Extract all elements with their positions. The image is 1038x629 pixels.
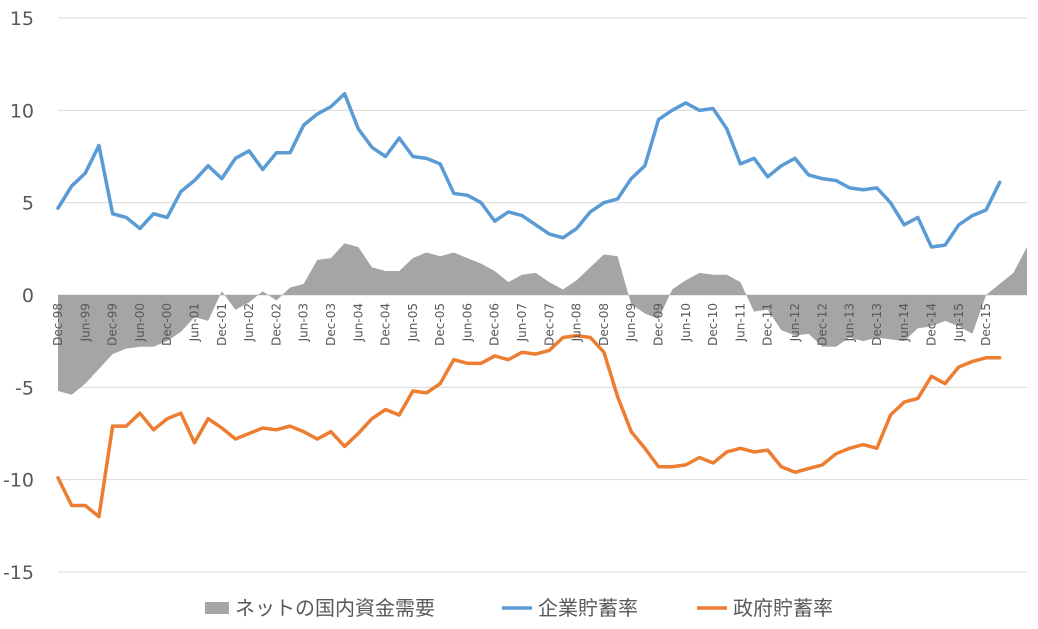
x-tick-label: Dec-98 [51,303,65,346]
x-tick-label: Jun-03 [297,303,311,342]
series-line-2 [56,333,1002,519]
legend-label: ネットの国内資金需要 [235,596,435,620]
x-tick-label: Dec-05 [433,303,447,346]
x-tick-label: Jun-11 [733,303,747,342]
x-axis-tick-labels: Dec-98 Jun-99 Dec-99 Jun-00 Dec-00 Jun-01 Dec-… [51,303,993,346]
x-tick-label: Jun-05 [406,303,420,342]
y-tick-label: 0 [22,285,34,307]
x-tick-label: Dec-07 [542,303,556,346]
x-tick-label: Dec-12 [815,303,829,346]
x-tick-label: Jun-12 [788,303,802,342]
x-tick-label: Jun-08 [570,303,584,342]
x-tick-label: Jun-14 [897,303,911,342]
x-tick-label: Dec-14 [924,303,938,346]
series-line-1 [56,91,1002,249]
y-tick-label: 15 [10,8,34,30]
x-tick-label: Jun-99 [78,303,92,342]
x-tick-label: Jun-07 [515,303,529,342]
series-layer [56,91,1027,519]
x-tick-label: Dec-15 [979,303,993,346]
x-tick-label: Dec-09 [652,303,666,346]
legend-swatch [205,602,229,614]
x-tick-label: Dec-01 [215,303,229,346]
y-tick-label: 5 [22,193,34,215]
legend-label: 政府貯蓄率 [733,596,833,620]
y-axis-tick-labels: 15 10 5 0 -5 -10 -15 [3,8,34,584]
x-tick-label: Dec-11 [761,303,775,346]
x-tick-label: Dec-06 [488,303,502,346]
x-tick-label: Jun-15 [952,303,966,342]
x-tick-label: Dec-13 [870,303,884,346]
y-tick-label: -15 [3,562,34,584]
x-tick-label: Jun-00 [133,303,147,342]
y-tick-label: -5 [15,377,34,399]
x-tick-label: Jun-13 [843,303,857,342]
x-tick-label: Jun-04 [351,303,365,342]
x-tick-label: Jun-01 [187,303,201,342]
legend: ネットの国内資金需要 企業貯蓄率 政府貯蓄率 [205,596,833,620]
x-tick-label: Dec-03 [324,303,338,346]
x-tick-label: Dec-08 [597,303,611,346]
legend-label: 企業貯蓄率 [538,596,638,620]
x-tick-label: Dec-00 [160,303,174,346]
x-tick-label: Jun-02 [242,303,256,342]
y-tick-label: -10 [3,470,34,492]
x-tick-label: Jun-09 [624,303,638,342]
x-tick-label: Dec-02 [269,303,283,346]
x-tick-label: Dec-10 [706,303,720,346]
series-area-0 [58,243,1027,395]
x-tick-label: Dec-04 [379,303,393,346]
x-tick-label: Jun-06 [460,303,474,342]
y-tick-label: 10 [10,100,34,122]
x-tick-label: Dec-99 [106,303,120,346]
x-tick-label: Jun-10 [679,303,693,342]
